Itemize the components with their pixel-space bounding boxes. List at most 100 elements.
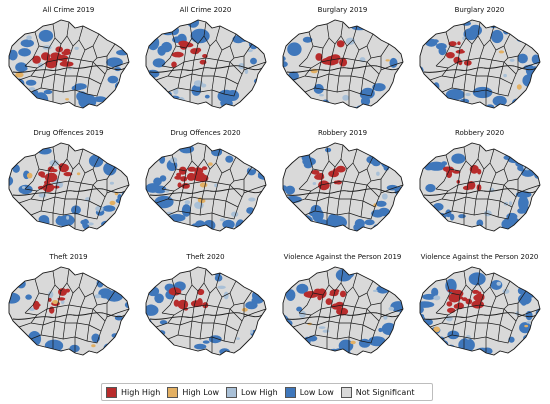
low-low-cell <box>9 292 21 304</box>
low-low-cell <box>517 53 528 64</box>
low-low-cell <box>425 184 436 193</box>
low-low-cell <box>25 294 32 300</box>
high-high-cell <box>55 46 63 53</box>
legend-item-low-high: Low High <box>226 386 278 398</box>
borough-boundary-line <box>328 144 344 168</box>
borough-boundary-line <box>497 206 513 220</box>
low-low-cell <box>378 327 383 333</box>
high-low-cell <box>208 162 213 166</box>
high-high-cell <box>200 62 205 65</box>
london-boundary <box>145 19 267 109</box>
low-low-cell <box>285 289 296 301</box>
panel-title: Violence Against the Person 2020 <box>420 253 539 261</box>
low-low-cell <box>262 78 266 83</box>
high-high-cell <box>199 176 206 183</box>
low-low-cell <box>69 344 80 353</box>
borough-boundary-line <box>161 154 177 190</box>
high-high-cell <box>329 292 337 296</box>
high-high-cell <box>188 173 197 181</box>
london-boundary <box>282 19 404 109</box>
borough-boundary-line <box>503 166 527 182</box>
low-high-cell <box>322 329 330 333</box>
borough-boundary-line <box>503 43 527 59</box>
river-thames <box>149 312 263 320</box>
high-high-cell <box>459 49 464 54</box>
low-low-cell <box>60 214 75 226</box>
high-high-cell <box>477 291 482 295</box>
high-high-cell <box>174 175 182 180</box>
low-low-cell <box>283 193 287 200</box>
low-low-cell <box>106 57 123 68</box>
borough-boundary-line <box>38 146 56 172</box>
borough-boundary-line <box>352 33 374 51</box>
high-high-cell <box>452 170 461 174</box>
low-low-cell <box>389 57 398 68</box>
borough-boundary-line <box>312 270 330 296</box>
low-low-cell <box>12 164 20 173</box>
borough-boundary-line <box>449 270 467 296</box>
london-map-panel <box>145 142 267 232</box>
low-low-cell <box>204 94 210 99</box>
low-low-cell <box>516 36 528 43</box>
borough-boundary-line <box>175 270 193 296</box>
low-low-cell <box>302 36 313 43</box>
low-low-cell <box>296 306 303 312</box>
low-low-cell <box>437 336 445 343</box>
borough-boundary-line <box>203 148 221 170</box>
low-low-cell <box>20 39 34 48</box>
low-low-cell <box>124 301 129 309</box>
low-low-cell <box>295 347 312 355</box>
borough-boundary-line <box>54 144 70 168</box>
borough-boundary-line <box>229 43 253 59</box>
high-high-cell <box>48 297 52 302</box>
low-low-cell <box>194 343 207 350</box>
borough-boundaries <box>18 21 130 106</box>
borough-boundary-line <box>215 156 237 174</box>
borough-boundary-line <box>366 166 390 182</box>
high-high-cell <box>453 304 460 309</box>
panel-title: Robbery 2020 <box>454 129 505 137</box>
low-low-cell <box>161 41 172 53</box>
low-low-cell <box>445 209 452 218</box>
borough-boundary-line <box>161 31 177 67</box>
low-low-cell <box>102 205 116 212</box>
low-high-cell <box>299 310 306 318</box>
low-high-cell <box>508 201 513 206</box>
high-high-cell <box>339 290 347 298</box>
borough-boundary-line <box>229 290 253 306</box>
high-high-cell <box>176 51 182 58</box>
london-boundary <box>419 19 541 109</box>
borough-boundary-line <box>435 31 451 67</box>
low-high-cell <box>496 281 502 286</box>
low-low-cell <box>38 29 54 42</box>
borough-boundary-line <box>360 206 376 220</box>
river-thames <box>286 188 400 196</box>
low-low-cell <box>159 175 167 182</box>
london-map-panel <box>419 19 541 109</box>
low-high-cell <box>95 205 104 212</box>
low-low-cell <box>251 296 264 304</box>
high-high-cell <box>195 47 202 53</box>
low-high-cell <box>373 289 378 292</box>
low-low-cell <box>71 205 81 215</box>
low-low-cell <box>250 57 257 65</box>
low-high-cell <box>503 73 507 78</box>
borough-boundary-line <box>489 156 511 174</box>
borough-boundaries <box>155 268 267 353</box>
low-low-cell <box>372 83 386 92</box>
low-low-cell <box>181 204 191 217</box>
panel-title: Drug Offences 2019 <box>33 129 104 137</box>
low-low-cell <box>152 58 166 68</box>
low-low-cell <box>378 207 390 217</box>
borough-boundaries <box>292 268 404 353</box>
low-high-cell <box>509 58 515 62</box>
low-low-cell <box>159 87 167 95</box>
low-low-cell <box>472 86 493 99</box>
low-low-cell <box>82 218 90 230</box>
london-boundary <box>8 142 130 232</box>
borough-boundary-line <box>380 303 404 318</box>
borough-boundary-line <box>223 330 239 344</box>
river-thames <box>12 65 126 73</box>
low-high-cell <box>28 87 36 91</box>
high-high-cell <box>315 53 323 61</box>
